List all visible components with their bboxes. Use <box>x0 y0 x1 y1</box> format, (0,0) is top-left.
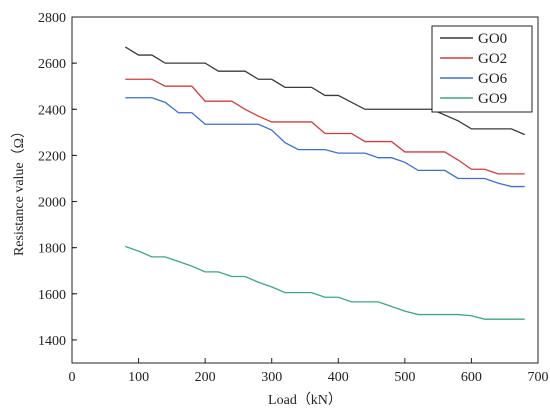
series-line-go9 <box>125 245 525 320</box>
x-tick-label: 200 <box>195 370 216 385</box>
x-tick-label: 300 <box>261 370 282 385</box>
y-axis: 1400 1600 1800 2000 2200 2400 2600 2800 <box>38 11 77 349</box>
plot-frame <box>71 16 539 364</box>
series-line-go6 <box>125 97 525 188</box>
x-tick-label: 500 <box>394 370 415 385</box>
y-axis-title: Resistance value（Ω） <box>11 124 27 256</box>
plot-area <box>71 16 539 364</box>
y-tick-label: 2400 <box>38 103 66 118</box>
x-axis-title: Load（kN） <box>268 392 342 408</box>
y-tick-label: 1400 <box>38 334 66 349</box>
series-line-go0 <box>124 46 525 136</box>
y-tick-label: 2600 <box>38 57 66 72</box>
legend-label-go0: GO0 <box>478 31 507 47</box>
y-tick-label: 2000 <box>38 196 66 211</box>
y-tick-label: 1600 <box>38 288 66 303</box>
y-tick-label: 2800 <box>38 11 66 26</box>
x-tick-label: 400 <box>328 370 349 385</box>
x-tick-label: 0 <box>69 370 76 385</box>
y-tick-label: 2200 <box>38 149 66 164</box>
legend-label-go6: GO6 <box>478 71 508 87</box>
series-line-go2 <box>125 78 525 175</box>
x-tick-label: 700 <box>528 370 549 385</box>
legend-label-go2: GO2 <box>478 51 507 67</box>
y-tick-label: 1800 <box>38 242 66 257</box>
x-axis: 0 100 200 300 400 500 600 700 <box>69 358 549 385</box>
x-tick-label: 600 <box>461 370 482 385</box>
legend-label-go9: GO9 <box>478 91 507 107</box>
legend: GO0 GO2 GO6 GO9 <box>431 25 533 113</box>
x-tick-label: 100 <box>128 370 149 385</box>
series-layer <box>124 46 525 320</box>
